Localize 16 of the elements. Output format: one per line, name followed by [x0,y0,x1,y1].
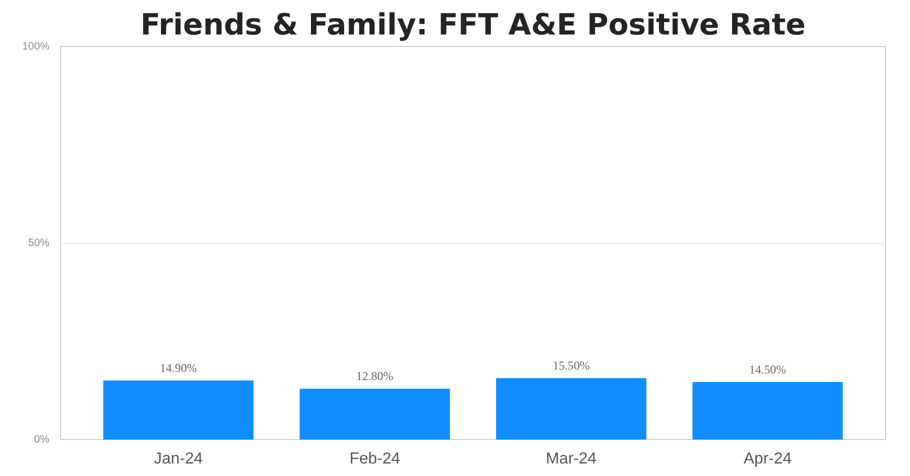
y-tick-label: 50% [28,237,50,249]
x-tick-label: Feb-24 [349,450,400,468]
x-tick-label: Jan-24 [154,450,203,468]
data-label: 12.80% [356,369,394,384]
bar [496,378,646,440]
bar [692,382,843,440]
bar [300,388,450,440]
bar [103,380,254,440]
data-label: 14.90% [160,360,197,375]
data-label: 15.50% [552,358,590,373]
chart-title: Friends & Family: FFT A&E Positive Rate [140,8,806,42]
x-tick-label: Mar-24 [546,450,597,468]
y-tick-label: 0% [34,434,50,446]
x-tick-label: Apr-24 [744,450,792,468]
y-tick-label: 100% [22,40,50,52]
data-label: 14.50% [749,362,786,377]
